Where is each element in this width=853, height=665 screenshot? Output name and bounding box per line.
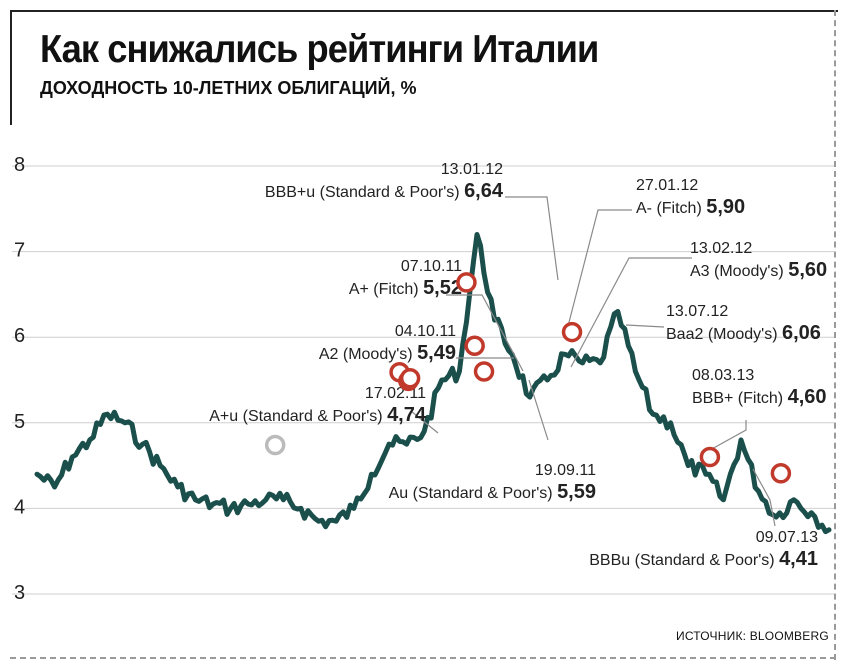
annotation-rating-text: A2 (Moody's) — [319, 346, 417, 363]
rating-marker — [456, 272, 477, 293]
y-tick-label: 8 — [14, 154, 25, 176]
annotation-value: 6,64 — [464, 180, 504, 202]
annotation-rating-text: A+ (Fitch) — [349, 281, 423, 298]
yield-line — [34, 232, 832, 535]
annotation-rating-text: BBBu (Standard & Poor's) — [589, 552, 779, 569]
annotation-value: 5,60 — [788, 259, 827, 281]
y-tick-label: 6 — [14, 325, 25, 347]
annotation-date: 27.01.12 — [636, 177, 698, 194]
rating-marker — [399, 368, 421, 389]
annotation-rating: A- (Fitch) 5,90 — [636, 196, 745, 218]
annotation-date: 19.09.11 — [535, 462, 596, 479]
leader-line — [446, 294, 524, 372]
annotation-rating-text: Baa2 (Moody's) — [666, 326, 782, 343]
annotation-rating: Au (Standard & Poor's) 5,59 — [389, 481, 596, 503]
annotation-rating-text: BBB+ (Fitch) — [692, 390, 788, 407]
annotation-date: 13.07.12 — [666, 303, 728, 320]
rating-marker — [473, 361, 495, 382]
annotation-rating: BBB+u (Standard & Poor's) 6,64 — [265, 180, 504, 202]
leader-line — [570, 257, 692, 368]
y-tick-label: 7 — [14, 240, 25, 262]
rating-marker — [561, 321, 583, 343]
annotation-value: 5,52 — [423, 277, 462, 299]
frame-bottom — [10, 657, 836, 659]
chart-subtitle: ДОХОДНОСТЬ 10-ЛЕТНИХ ОБЛИГАЦИЙ, % — [40, 78, 417, 98]
frame-top-left — [10, 10, 838, 125]
leader-line — [505, 196, 559, 281]
rating-marker — [264, 434, 286, 456]
annotation-date: 13.01.12 — [441, 161, 503, 178]
leader-line — [528, 379, 549, 441]
chart-title: Как снижались рейтинги Италии — [40, 28, 599, 71]
annotation-value: 4,74 — [387, 404, 427, 426]
annotation-rating: Baa2 (Moody's) 6,06 — [666, 322, 821, 344]
annotation-date: 09.07.13 — [756, 529, 818, 546]
annotation-rating-text: A- (Fitch) — [636, 200, 706, 217]
annotation-rating: A2 (Moody's) 5,49 — [319, 342, 456, 364]
annotation-rating-text: Au (Standard & Poor's) — [389, 485, 557, 502]
annotation-value: 4,41 — [779, 548, 818, 570]
annotation-value: 5,59 — [557, 481, 596, 503]
annotation-rating: A+u (Standard & Poor's) 4,74 — [209, 404, 427, 426]
leader-line — [566, 209, 632, 331]
rating-marker — [699, 446, 721, 468]
leader-line — [752, 468, 776, 527]
annotation-date: 07.10.11 — [401, 258, 462, 275]
y-tick-label: 4 — [14, 496, 25, 518]
annotation-value: 5,49 — [417, 342, 456, 364]
leader-line — [709, 420, 747, 451]
annotation-date: 08.03.13 — [692, 367, 754, 384]
annotation-value: 4,60 — [788, 386, 827, 408]
annotation-date: 13.02.12 — [690, 240, 752, 257]
annotation-date: 17.02.11 — [365, 385, 426, 402]
annotation-rating: A+ (Fitch) 5,52 — [349, 277, 462, 299]
frame-right — [834, 10, 836, 660]
annotation-rating-text: A+u (Standard & Poor's) — [209, 408, 387, 425]
source-note: ИСТОЧНИК: BLOOMBERG — [676, 629, 829, 643]
annotation-value: 6,06 — [782, 322, 821, 344]
annotation-rating-text: BBB+u (Standard & Poor's) — [265, 184, 464, 201]
rating-marker — [770, 463, 792, 484]
annotation-value: 5,90 — [706, 196, 745, 218]
annotation-rating: A3 (Moody's) 5,60 — [690, 259, 827, 281]
y-tick-label: 5 — [14, 411, 25, 433]
annotation-rating-text: A3 (Moody's) — [690, 263, 788, 280]
rating-marker — [464, 335, 485, 357]
annotation-rating: BBBu (Standard & Poor's) 4,41 — [589, 548, 818, 570]
leader-line — [410, 410, 439, 434]
leader-line — [625, 324, 665, 328]
y-tick-label: 3 — [14, 582, 25, 604]
annotation-date: 04.10.11 — [395, 323, 456, 340]
annotation-rating: BBB+ (Fitch) 4,60 — [692, 386, 827, 408]
